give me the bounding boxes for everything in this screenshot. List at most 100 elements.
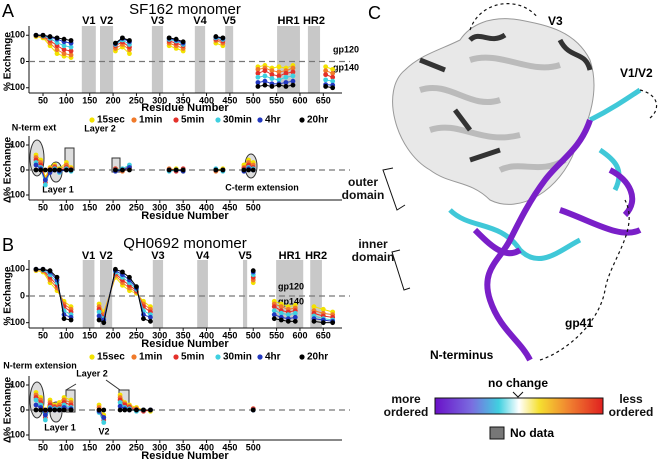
label: No data [510,426,554,440]
region-band [151,26,164,93]
point [101,420,107,425]
point [54,35,60,41]
point [255,84,261,89]
x-tick-label: 400 [199,202,214,212]
point [283,70,289,76]
point [122,407,128,413]
point [148,407,153,413]
region-label: V5 [222,15,235,27]
point [290,69,296,75]
region-label: V3 [151,250,164,262]
region-band [225,26,234,93]
x-tick-label: 250 [129,330,144,340]
legend-label: 30min [223,352,252,363]
region-band [307,26,321,93]
legend-swatch [89,117,95,123]
label: outer domain [341,175,385,202]
point [262,78,268,84]
y-axis-label: Δ% Exchange [3,137,14,204]
region-band [197,260,208,328]
x-tick-label: 350 [176,95,191,105]
legend-swatch [257,117,263,123]
legend-swatch [299,117,305,123]
region-label: V1 [82,15,95,27]
point [148,314,153,320]
point [42,412,48,418]
point [42,182,48,188]
legend-label: 5min [181,115,204,126]
point [101,320,107,326]
region-band [242,260,248,328]
point [40,266,46,272]
x-tick-label: 150 [82,330,97,340]
region-band [81,26,96,93]
point [47,34,53,39]
x-tick-label: 300 [152,442,167,452]
point [330,74,336,80]
panel-letter: C [368,3,381,23]
x-tick-label: 400 [199,442,214,452]
point [290,78,296,84]
point [54,40,60,45]
protein-structure [382,3,658,362]
point [33,407,39,413]
point [68,38,74,43]
y-tick-label: 100 [10,139,25,149]
point [68,44,74,50]
x-tick-label: 200 [106,202,121,212]
x-tick-label: 50 [38,330,48,340]
point [42,417,48,423]
point [246,167,251,173]
chart-title: QH0692 monomer [123,235,246,252]
point [127,167,132,173]
color-bar [434,397,604,415]
legend-swatch [131,354,137,360]
point [271,312,277,318]
point [269,76,275,81]
point [290,65,296,71]
legend-label: 15sec [97,352,125,363]
y-tick-label: 100 [10,264,25,274]
x-tick-label: 600 [292,95,307,105]
legend-label: 20hr [307,352,328,363]
point [33,402,39,408]
point [276,82,282,88]
x-axis-label: Residue Number [141,102,229,114]
point [323,84,329,89]
point [278,317,284,323]
legend-label: 30min [223,115,252,126]
point [40,32,46,38]
point [278,304,284,310]
point [47,407,53,413]
region-label: HR2 [303,15,325,27]
point [262,73,268,79]
point [42,177,48,183]
y-tick-label: 100 [10,317,25,327]
point [255,80,261,85]
y-tick-label: 100 [10,379,25,389]
legend-label: 5min [181,352,204,363]
point [127,407,132,413]
point [56,407,62,413]
legend-swatch [173,354,179,360]
annotation-shapes [29,139,258,423]
x-tick-label: 50 [38,95,48,105]
point [42,167,48,173]
y-tick-label: 0 [20,404,25,414]
region-label: HR1 [278,15,300,27]
x-tick-label: 650 [316,330,331,340]
annotation: N-term extension [3,360,77,370]
x-tick-label: 200 [106,95,121,105]
annotation: V2 [98,426,109,436]
point [68,317,74,323]
point [323,68,329,74]
point [120,35,125,41]
legend-swatch [257,354,263,360]
point [113,167,118,173]
point [292,314,298,320]
y-tick-label: -100 [7,189,25,199]
x-tick-label: 450 [222,95,237,105]
label: less ordered [608,392,654,419]
x-tick-label: 300 [152,95,167,105]
